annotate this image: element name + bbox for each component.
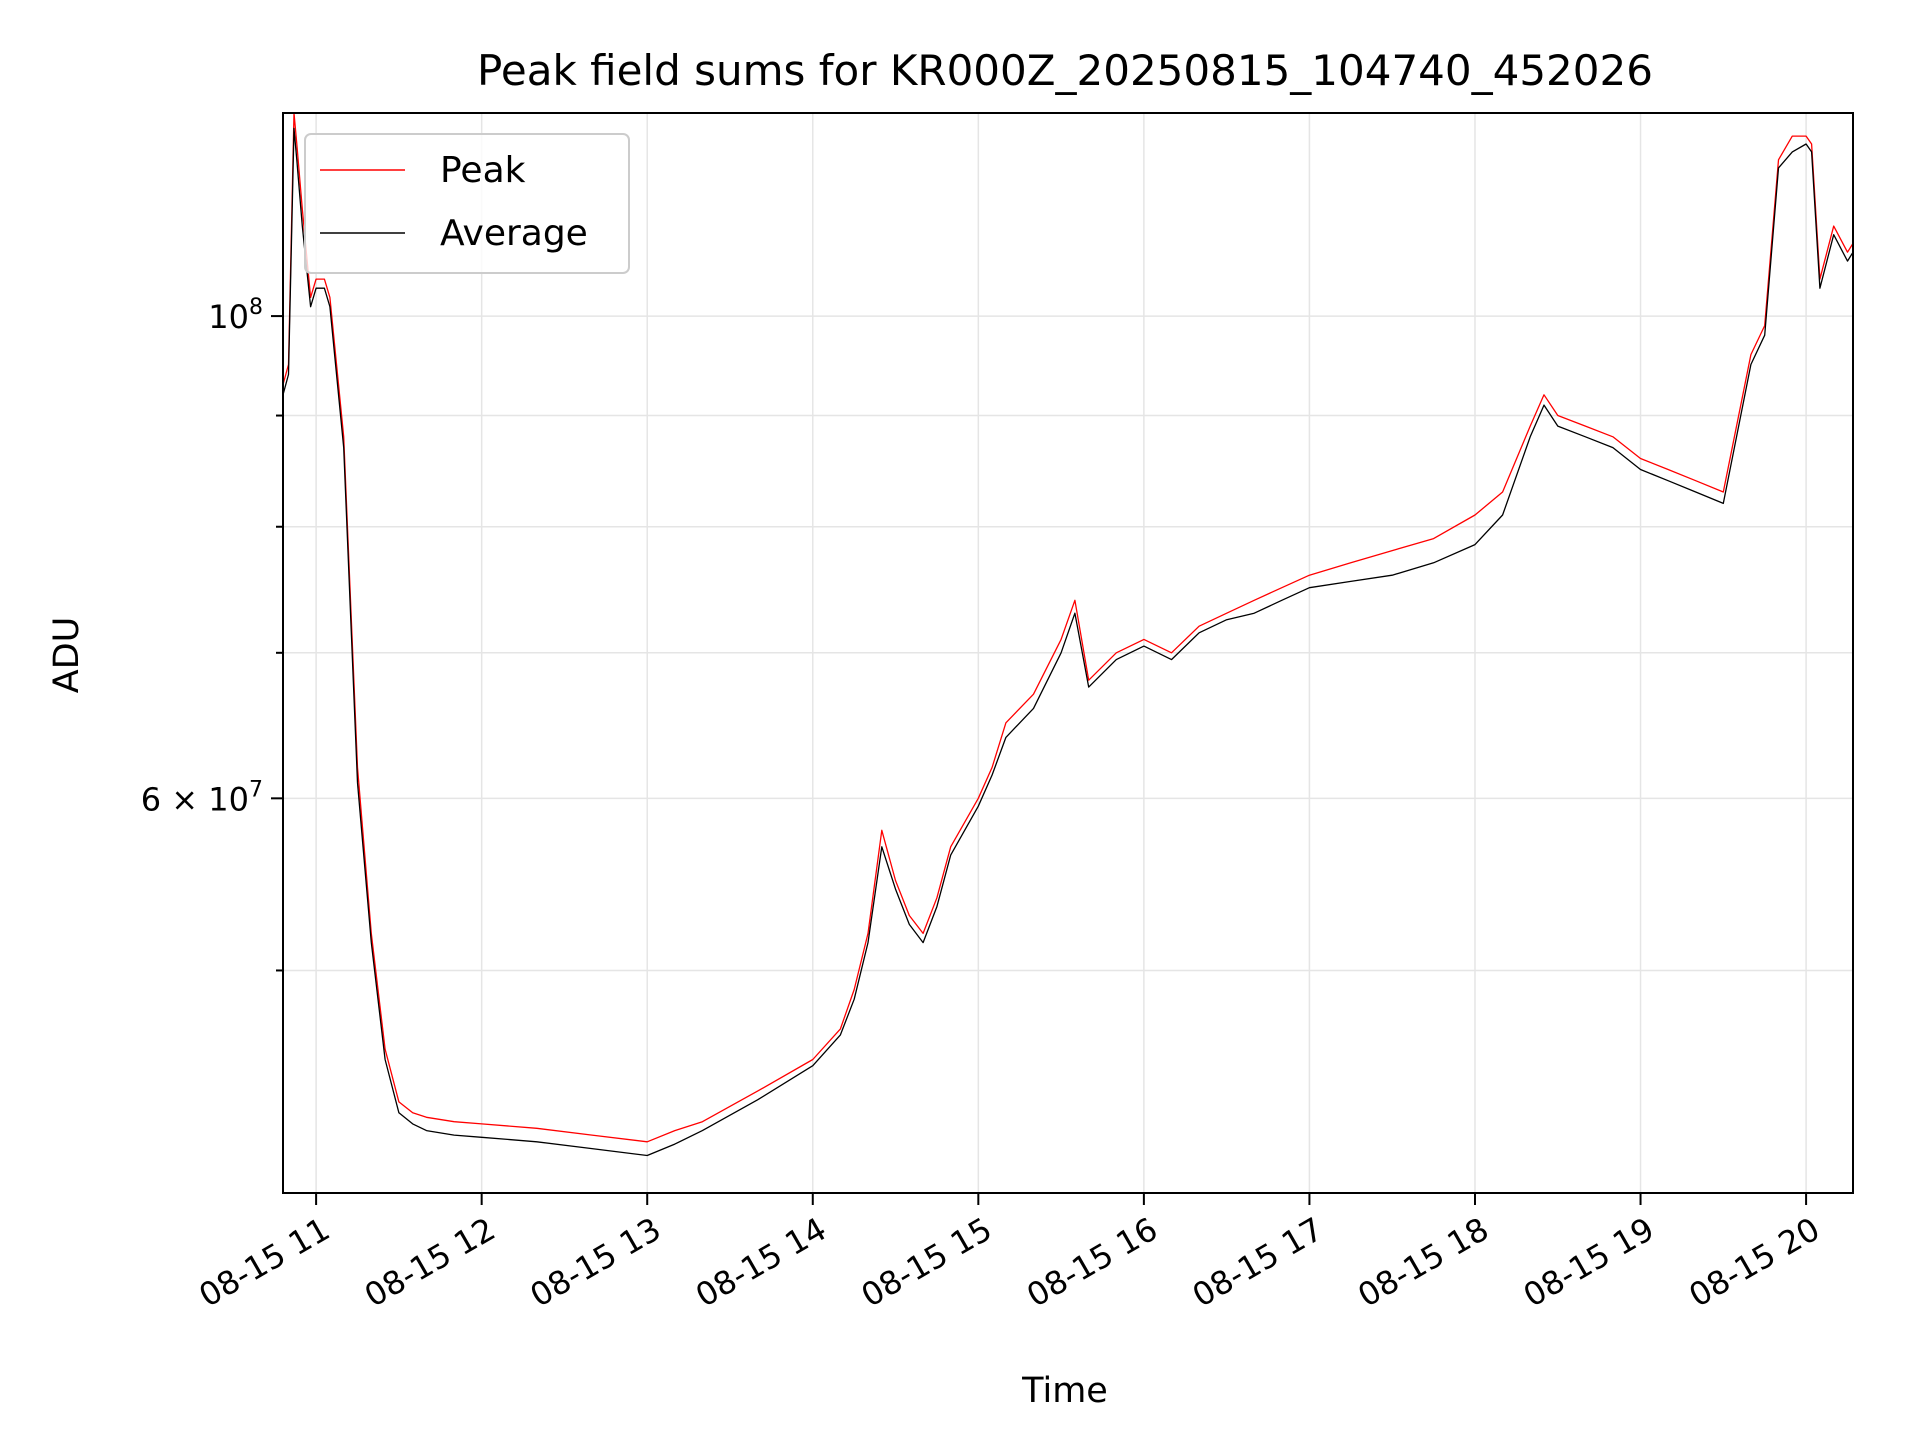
legend-label-peak: Peak — [440, 150, 526, 191]
series-line-average — [282, 127, 1854, 1157]
grid — [283, 113, 1853, 1193]
legend-box — [304, 133, 630, 274]
series-line-peak — [282, 112, 1854, 1143]
x-axis-label: Time — [1021, 1371, 1108, 1411]
y-axis-label: ADU — [47, 617, 87, 694]
y-tick-label: 108 — [208, 295, 263, 336]
legend: Peak Average — [304, 133, 630, 274]
legend-label-average: Average — [440, 213, 588, 254]
series-lines — [282, 112, 1854, 1157]
chart-title: Peak field sums for KR000Z_20250815_1047… — [477, 46, 1653, 95]
y-tick-label: 6 × 107 — [141, 777, 263, 818]
